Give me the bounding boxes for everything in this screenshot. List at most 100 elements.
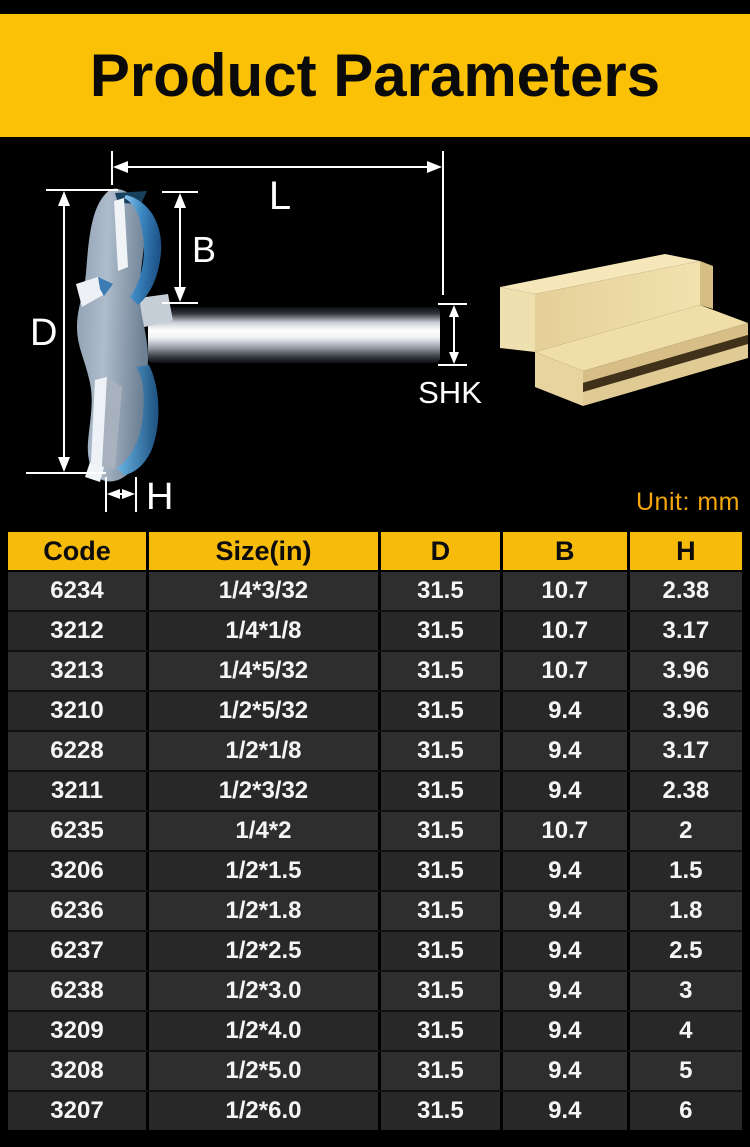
- table-cell: 31.5: [377, 652, 500, 690]
- table-cell: 2: [626, 812, 742, 850]
- table-cell: 1/2*1.5: [145, 852, 378, 890]
- page-title: Product Parameters: [89, 42, 661, 109]
- dim-h-arrow-right: [122, 489, 135, 499]
- diagram-section: L B D SHK H Unit: mm: [0, 137, 750, 532]
- table-cell: 1/4*1/8: [145, 612, 378, 650]
- table-cell: 31.5: [377, 1012, 500, 1050]
- table-cell: 10.7: [499, 572, 627, 610]
- table-cell: 1/2*6.0: [145, 1092, 378, 1130]
- table-cell: 9.4: [499, 1012, 627, 1050]
- table-cell: 6234: [50, 577, 104, 604]
- table-cell: 2.5: [626, 932, 742, 970]
- table-cell: 10.7: [499, 612, 627, 650]
- dimension-label-d: D: [30, 312, 57, 354]
- table-cell: 6236: [50, 897, 104, 924]
- table-cell: 31.5: [377, 892, 500, 930]
- wood-right-end: [700, 261, 713, 309]
- table-cell: 6: [626, 1092, 742, 1130]
- table-cell: 9.4: [499, 972, 627, 1010]
- carbide-insert-top: [114, 198, 128, 271]
- table-cell: 1.8: [626, 892, 742, 930]
- table-cell: 31.5: [377, 972, 500, 1010]
- table-cell: 3208: [50, 1057, 104, 1084]
- table-cell: 6238: [50, 977, 104, 1004]
- table-row: 6237 1/2*2.5 31.5 9.4 2.5: [8, 930, 742, 970]
- table-cell: 3213: [50, 657, 104, 684]
- table-cell: 31.5: [377, 1092, 500, 1130]
- spec-table-body: 6234 1/4*3/32 31.5 10.7 2.38 3212 1/4*1/8 31.5 1…: [8, 570, 742, 1130]
- table-cell: 3210: [50, 697, 104, 724]
- dim-d-arrow-bottom: [58, 457, 70, 472]
- unit-label: Unit: mm: [636, 488, 740, 516]
- table-cell: 3207: [50, 1097, 104, 1124]
- wood-shelf-top: [535, 305, 748, 371]
- table-cell: 31.5: [377, 572, 500, 610]
- dimension-label-l: L: [269, 174, 291, 218]
- table-row: 6234 1/4*3/32 31.5 10.7 2.38: [8, 570, 742, 610]
- dimension-labels: L B D SHK H: [30, 174, 482, 518]
- table-cell: 3.17: [626, 732, 742, 770]
- table-cell: 31.5: [377, 772, 500, 810]
- table-cell: 3211: [50, 777, 104, 804]
- table-cell: 1/2*4.0: [145, 1012, 378, 1050]
- table-cell: 9.4: [499, 892, 627, 930]
- table-cell: 1/2*5.0: [145, 1052, 378, 1090]
- header-cell-d: D: [377, 532, 500, 570]
- table-cell: 9.4: [499, 932, 627, 970]
- table-cell: 10.7: [499, 652, 627, 690]
- table-row: 3211 1/2*3/32 31.5 9.4 2.38: [8, 770, 742, 810]
- wood-slot-lip: [583, 344, 748, 406]
- table-cell: 3.17: [626, 612, 742, 650]
- dim-h-arrow-left: [107, 489, 120, 499]
- carbide-insert-bottom: [91, 377, 107, 467]
- table-cell: 9.4: [499, 1052, 627, 1090]
- wood-shelf-end: [535, 352, 583, 406]
- table-cell: 6228: [50, 737, 104, 764]
- table-cell: 1/4*2: [145, 812, 378, 850]
- dim-shk-arrow-top: [449, 305, 459, 317]
- table-row: 6238 1/2*3.0 31.5 9.4 3: [8, 970, 742, 1010]
- dimension-label-h: H: [146, 476, 173, 518]
- table-cell: 10.7: [499, 812, 627, 850]
- wood-shelf-lip: [583, 323, 748, 383]
- shank: [148, 307, 440, 363]
- router-bit-diagram: L B D SHK H: [26, 151, 748, 518]
- table-cell: 6235: [50, 817, 104, 844]
- table-cell: 3209: [50, 1017, 104, 1044]
- table-cell: 1/2*2.5: [145, 932, 378, 970]
- table-cell: 3: [626, 972, 742, 1010]
- table-row: 3212 1/4*1/8 31.5 10.7 3.17: [8, 610, 742, 650]
- table-cell: 2.38: [626, 572, 742, 610]
- table-cell: 31.5: [377, 812, 500, 850]
- spec-table: Code Size(in) D B H 6234 1/4*3/32 31.5 10.7 2.38…: [8, 532, 742, 1130]
- table-cell: 1/2*3.0: [145, 972, 378, 1010]
- table-cell: 2.38: [626, 772, 742, 810]
- table-cell: 31.5: [377, 1052, 500, 1090]
- cutter-cone-bottom: [102, 377, 122, 469]
- table-row: 3206 1/2*1.5 31.5 9.4 1.5: [8, 850, 742, 890]
- table-cell: 31.5: [377, 852, 500, 890]
- wood-top-face: [500, 254, 700, 294]
- table-cell: 9.4: [499, 772, 627, 810]
- dim-d-arrow-top: [58, 191, 70, 206]
- table-cell: 31.5: [377, 932, 500, 970]
- cutter-flute-bottom: [117, 365, 159, 475]
- table-row: 6235 1/4*2 31.5 10.7 2: [8, 810, 742, 850]
- table-cell: 4: [626, 1012, 742, 1050]
- header-cell-h: H: [626, 532, 742, 570]
- table-cell: 9.4: [499, 852, 627, 890]
- table-cell: 3.96: [626, 652, 742, 690]
- table-cell: 1.5: [626, 852, 742, 890]
- wood-sample-image: [500, 254, 748, 406]
- table-cell: 1/2*1/8: [145, 732, 378, 770]
- table-cell: 31.5: [377, 732, 500, 770]
- table-row: 3209 1/2*4.0 31.5 9.4 4: [8, 1010, 742, 1050]
- wood-slot: [583, 335, 748, 392]
- table-cell: 3.96: [626, 692, 742, 730]
- dimension-lines: [26, 151, 467, 512]
- dim-shk-arrow-bottom: [449, 352, 459, 364]
- table-cell: 6237: [50, 937, 104, 964]
- spec-table-header: Code Size(in) D B H: [8, 532, 742, 570]
- table-row: 3213 1/4*5/32 31.5 10.7 3.96: [8, 650, 742, 690]
